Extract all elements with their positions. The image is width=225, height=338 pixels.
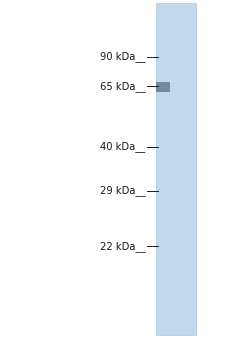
Text: 29 kDa__: 29 kDa__: [100, 186, 145, 196]
Text: 65 kDa__: 65 kDa__: [100, 81, 145, 92]
Text: 40 kDa__: 40 kDa__: [100, 142, 145, 152]
Text: 22 kDa__: 22 kDa__: [100, 241, 145, 251]
Bar: [156, 3, 196, 335]
Text: 90 kDa__: 90 kDa__: [100, 51, 145, 62]
Bar: [156, 82, 170, 92]
